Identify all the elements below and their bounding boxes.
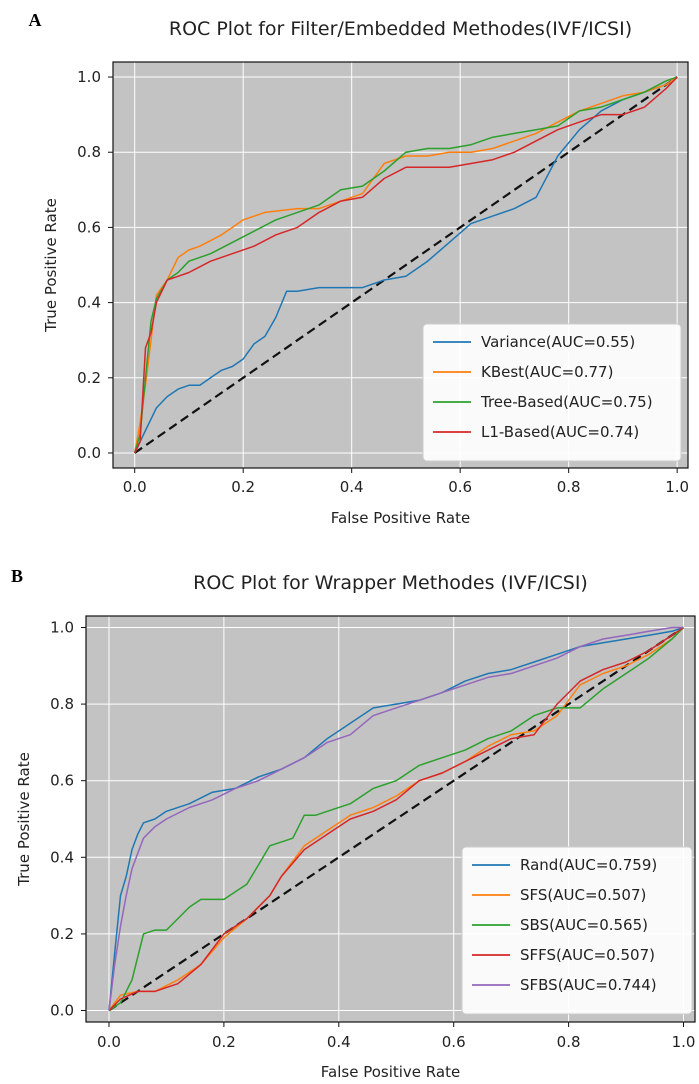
legend-box <box>422 323 682 462</box>
x-axis-label: False Positive Rate <box>331 509 470 527</box>
y-tick-label: 1.0 <box>50 618 74 636</box>
y-tick-label: 0.0 <box>50 1002 74 1020</box>
legend: Variance(AUC=0.55) KBest(AUC=0.77) Tree-Ba… <box>422 323 682 462</box>
y-tick-label: 0.2 <box>77 369 101 387</box>
plot-frame <box>85 615 696 1023</box>
legend-label: Tree-Based(AUC=0.75) <box>480 393 653 411</box>
y-tick-label: 0.6 <box>50 772 74 790</box>
legend-label: SFBS(AUC=0.744) <box>520 976 657 994</box>
x-tick-label: 0.4 <box>327 1033 351 1051</box>
y-tick-label: 0.0 <box>77 444 101 462</box>
x-tick-label: 0.8 <box>557 1033 581 1051</box>
roc-curve-2 <box>108 626 685 1011</box>
y-tick-label: 1.0 <box>77 68 101 86</box>
legend-label: SBS(AUC=0.565) <box>520 916 648 934</box>
roc-curve-1 <box>134 76 678 454</box>
chart-title: ROC Plot for Filter/Embedded Methodes(IV… <box>169 18 632 40</box>
y-tick-label: 0.4 <box>50 848 74 866</box>
chart-title: ROC Plot for Wrapper Methodes (IVF/ICSI) <box>193 572 588 594</box>
y-tick-label: 0.6 <box>77 218 101 236</box>
legend-label: KBest(AUC=0.77) <box>481 363 613 381</box>
legend-box <box>461 846 693 1015</box>
x-tick-label: 1.0 <box>672 1033 696 1051</box>
roc-curve-3 <box>108 626 685 1012</box>
legend-label: SFFS(AUC=0.507) <box>520 946 655 964</box>
y-tick-label: 0.2 <box>50 925 74 943</box>
panel-letter: B <box>11 566 23 586</box>
legend-label: L1-Based(AUC=0.74) <box>481 423 639 441</box>
x-axis-label: False Positive Rate <box>321 1063 460 1081</box>
x-tick-label: 0.8 <box>557 478 581 496</box>
roc-curve-4 <box>134 76 678 454</box>
plot-frame <box>112 61 689 469</box>
legend: Rand(AUC=0.759) SFS(AUC=0.507) SBS(AUC=0.5… <box>461 846 693 1015</box>
y-tick-label: 0.8 <box>77 143 101 161</box>
roc-curve-5 <box>108 626 684 1011</box>
x-tick-label: 0.2 <box>212 1033 236 1051</box>
x-tick-label: 0.6 <box>448 478 472 496</box>
x-tick-label: 0.4 <box>340 478 364 496</box>
x-tick-label: 0.2 <box>231 478 255 496</box>
x-tick-label: 1.0 <box>665 478 689 496</box>
y-tick-label: 0.4 <box>77 294 101 312</box>
roc-curve-4 <box>108 626 684 1012</box>
roc-panel-b: B ROC Plot for Wrapper Methodes (IVF/ICSI… <box>11 566 696 1081</box>
x-tick-label: 0.0 <box>97 1033 121 1051</box>
roc-panel-a: A ROC Plot for Filter/Embedded Methodes(I… <box>29 10 690 527</box>
x-tick-label: 0.0 <box>123 478 147 496</box>
y-axis-label: True Positive Rate <box>42 198 60 333</box>
panel-letter: A <box>29 10 42 30</box>
y-axis-label: True Positive Rate <box>15 752 33 887</box>
legend-label: Variance(AUC=0.55) <box>481 333 635 351</box>
x-tick-label: 0.6 <box>442 1033 466 1051</box>
chance-diagonal <box>108 626 685 1012</box>
legend-label: Rand(AUC=0.759) <box>520 856 657 874</box>
y-tick-label: 0.8 <box>50 695 74 713</box>
legend-label: SFS(AUC=0.507) <box>520 886 646 904</box>
chance-diagonal <box>134 76 678 454</box>
